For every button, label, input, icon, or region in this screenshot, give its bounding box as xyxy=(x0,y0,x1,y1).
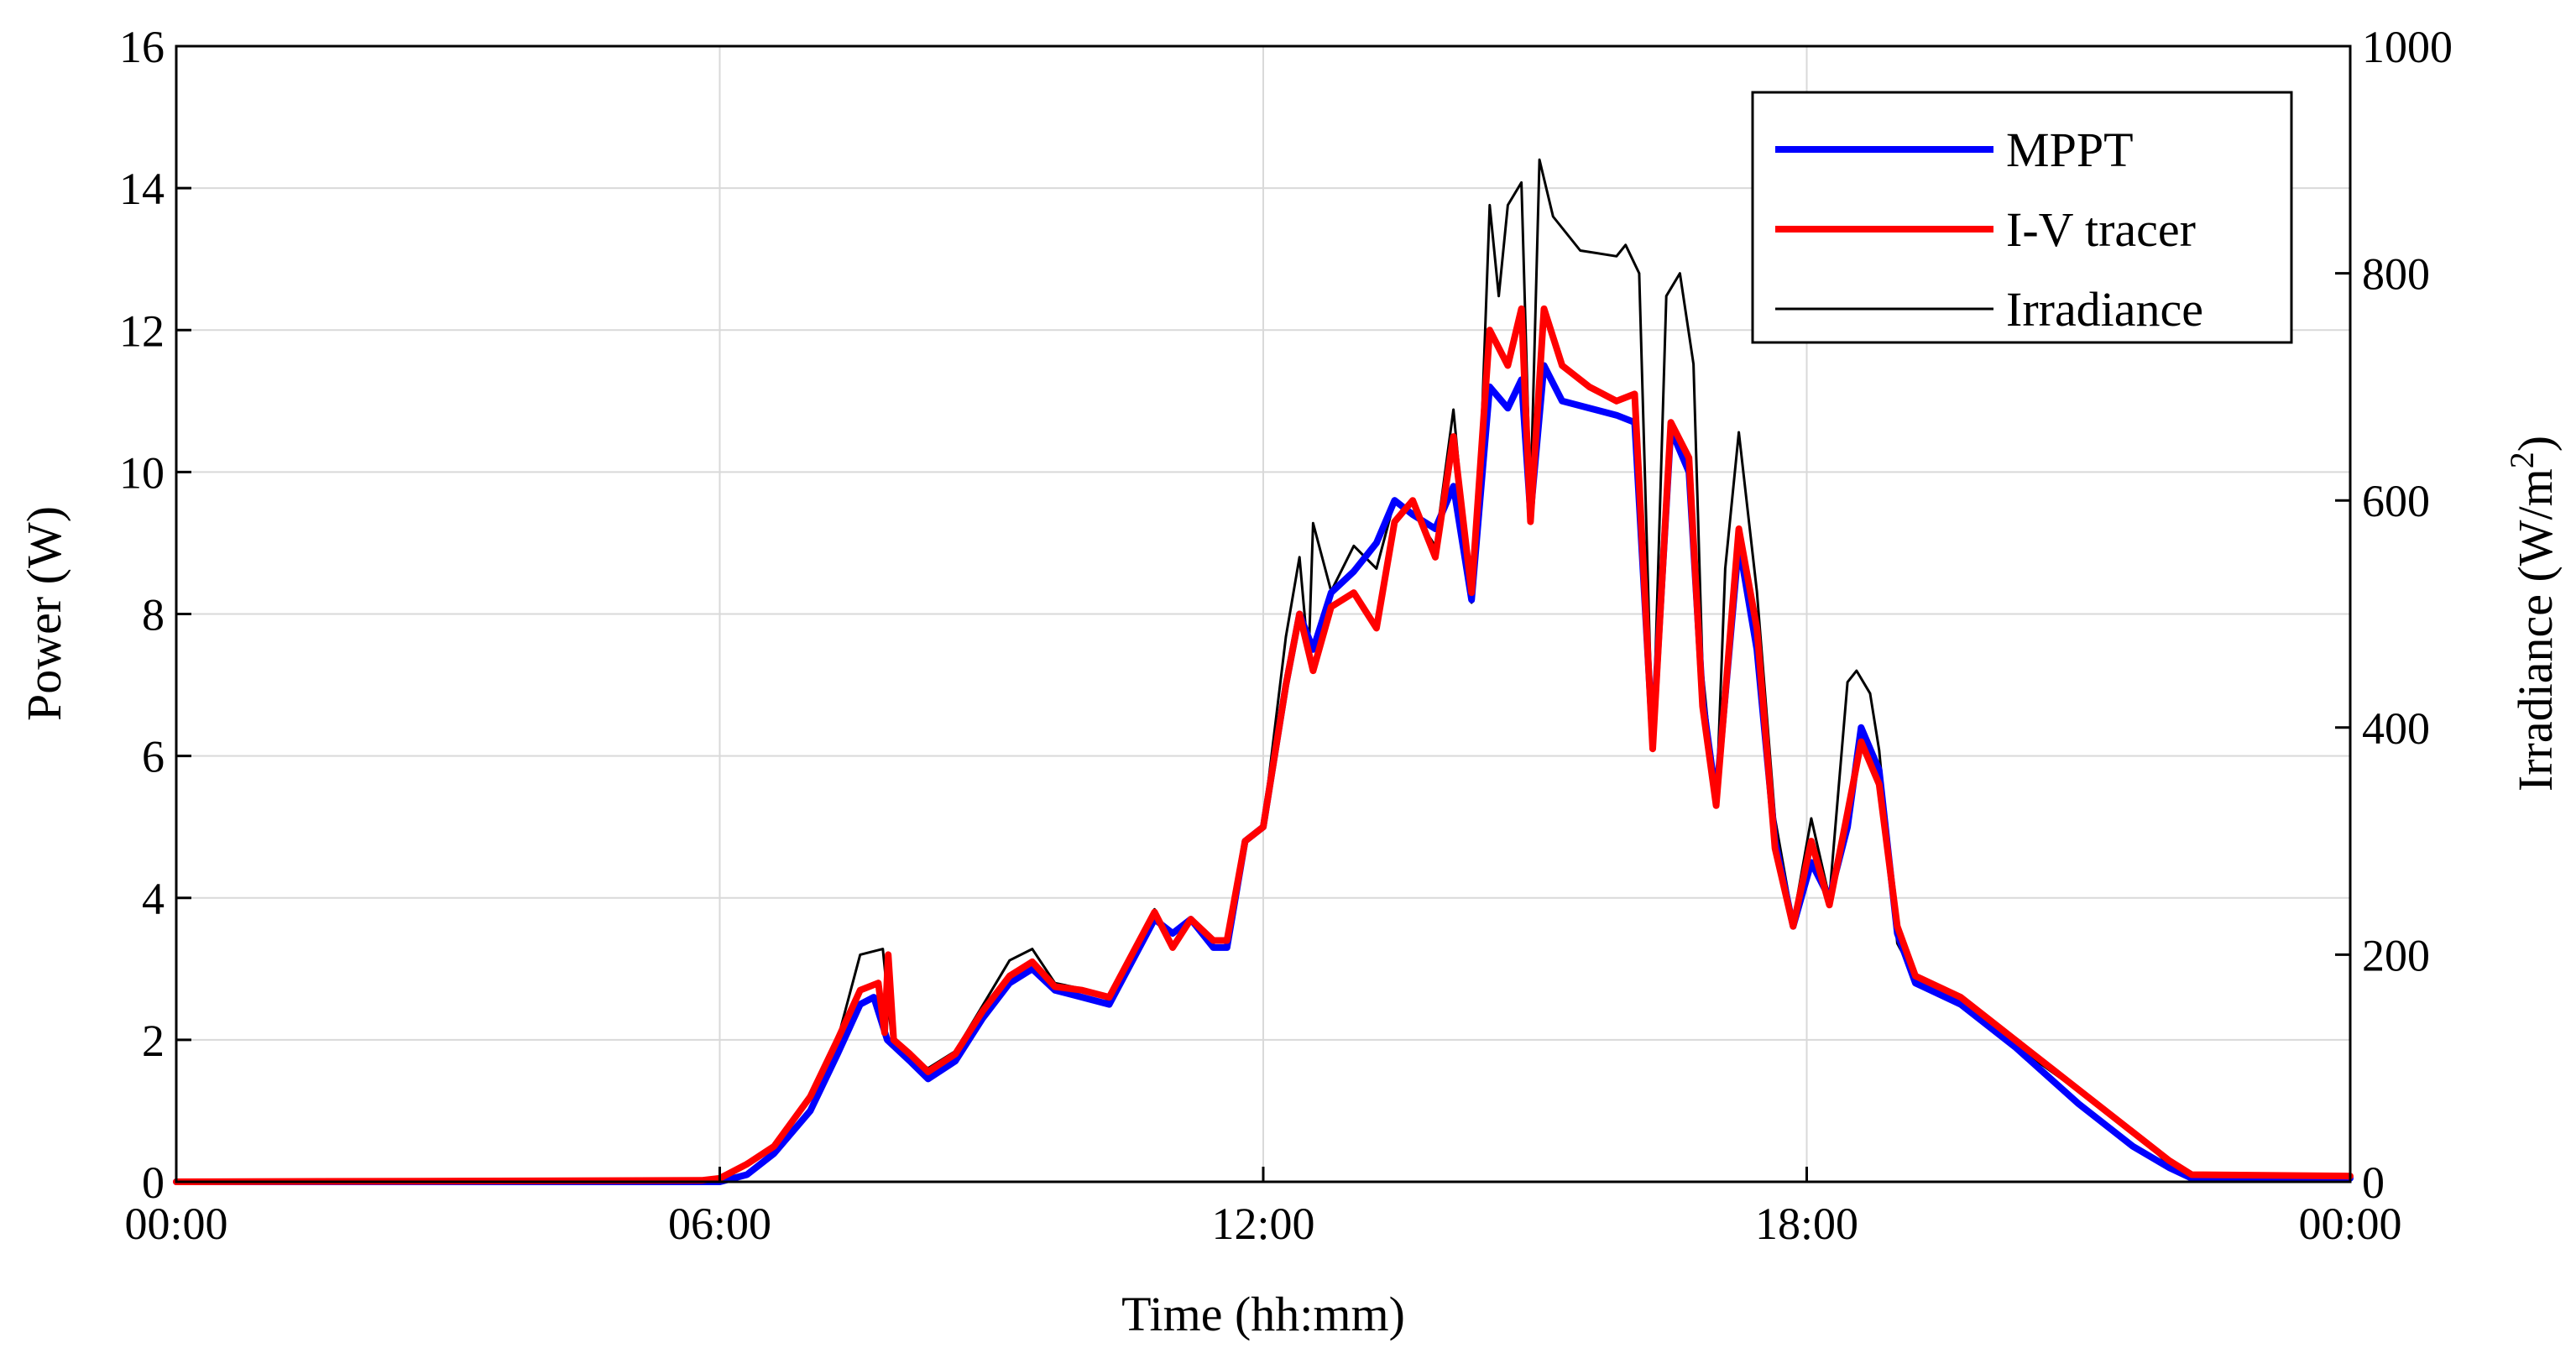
y-right-tick-label: 400 xyxy=(2362,703,2430,754)
y-left-tick-label: 16 xyxy=(119,22,165,72)
legend-entries: MPPT I-V tracer Irradiance xyxy=(1775,123,2203,337)
y-axis-right-title: Irradiance (W/m2) xyxy=(2503,436,2563,792)
x-tick-label: 18:00 xyxy=(1755,1199,1858,1249)
y-axis-right-title-close: ) xyxy=(2508,436,2563,452)
x-axis-title: Time (hh:mm) xyxy=(1121,1287,1405,1341)
legend-label-mppt: MPPT xyxy=(2006,123,2134,177)
legend: MPPT I-V tracer Irradiance xyxy=(1751,91,2293,344)
y-axis-right-title-base: Irradiance (W/m xyxy=(2508,468,2563,792)
x-tick-label: 00:00 xyxy=(2298,1199,2401,1249)
y-left-tick-label: 12 xyxy=(119,306,165,356)
series-lines xyxy=(173,158,2354,1185)
series-line-i-v-tracer xyxy=(173,305,2354,1185)
y-left-tick-label: 6 xyxy=(142,732,165,782)
y-axis-right-title-sup: 2 xyxy=(2503,452,2541,468)
y-right-tick-label: 1000 xyxy=(2362,22,2453,72)
y-left-tick-label: 10 xyxy=(119,447,165,498)
y-right-tick-label: 0 xyxy=(2362,1157,2385,1208)
y-left-tick-label: 14 xyxy=(119,164,165,214)
y-right-tick-label: 600 xyxy=(2362,476,2430,526)
y-left-tick-label: 0 xyxy=(142,1157,165,1208)
y-right-tick-label: 200 xyxy=(2362,930,2430,980)
y-left-tick-label: 4 xyxy=(142,874,165,924)
y-left-tick-label: 2 xyxy=(142,1016,165,1066)
x-tick-label: 12:00 xyxy=(1211,1199,1314,1249)
x-tick-label: 00:00 xyxy=(124,1199,227,1249)
x-tick-label: 06:00 xyxy=(668,1199,771,1249)
legend-label-irradiance: Irradiance xyxy=(2006,282,2203,337)
axis-ticks: 0 2 4 6 8 10 12 14 16 0 200 400 600 800 1000 00:00 06:00… xyxy=(119,22,2453,1249)
legend-label-i-v-tracer: I-V tracer xyxy=(2006,202,2196,257)
y-left-tick-label: 8 xyxy=(142,590,165,640)
y-right-tick-label: 800 xyxy=(2362,249,2430,300)
legend-box xyxy=(1751,91,2293,344)
y-axis-left-title: Power (W) xyxy=(17,506,71,721)
